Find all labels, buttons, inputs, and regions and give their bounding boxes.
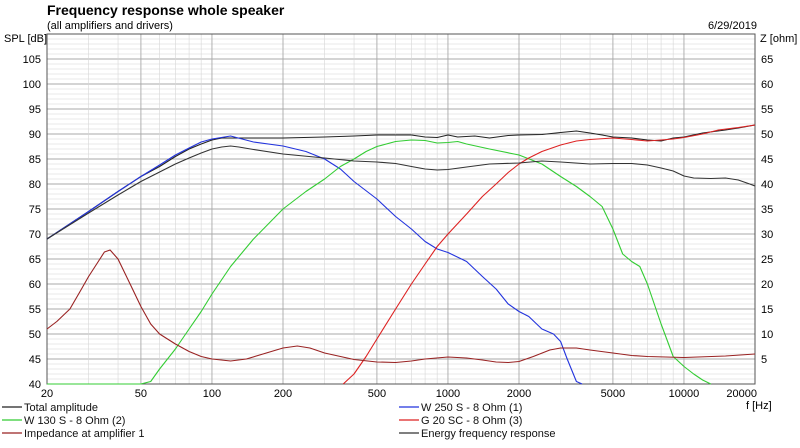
y-left-tick-label: 40: [29, 379, 41, 391]
series-line-2: [46, 135, 583, 385]
y-left-tick-label: 70: [29, 229, 41, 241]
y-right-tick-label: 60: [761, 79, 773, 91]
y-left-tick-label: 100: [23, 79, 41, 91]
x-tick-label: 50: [135, 388, 147, 400]
series-line-6: [46, 145, 756, 240]
y-left-tick-label: 65: [29, 254, 41, 266]
y-left-tick-label: 50: [29, 329, 41, 341]
legend-label: Impedance at amplifier 1: [24, 428, 144, 440]
x-tick-label: 1000: [436, 388, 460, 400]
y-right-tick-label: 35: [761, 204, 773, 216]
x-tick-label: 500: [368, 388, 386, 400]
y-right-tick-label: 30: [761, 229, 773, 241]
series-line-5: [46, 249, 756, 364]
legend-label: G 20 SC - 8 Ohm (3): [421, 415, 522, 427]
x-tick-label: 100: [203, 388, 221, 400]
plot-frame: [46, 33, 756, 385]
y-right-tick-label: 50: [761, 129, 773, 141]
y-left-tick-label: 105: [23, 54, 41, 66]
legend-label: W 250 S - 8 Ohm (1): [421, 402, 522, 414]
series-line-3: [47, 139, 712, 385]
legend-label: Total amplitude: [24, 402, 98, 414]
y-right-tick-label: 15: [761, 304, 773, 316]
y-right-tick-label: 45: [761, 154, 773, 166]
y-left-tick-label: 55: [29, 304, 41, 316]
y-left-tick-label: 60: [29, 279, 41, 291]
x-axis-label: f [Hz]: [746, 400, 772, 412]
x-tick-label: 5000: [601, 388, 625, 400]
x-tick-label: 2000: [507, 388, 531, 400]
y-right-tick-label: 55: [761, 104, 773, 116]
y-left-tick-label: 45: [29, 354, 41, 366]
series-line-4: [342, 124, 756, 385]
x-tick-label: 10000: [669, 388, 700, 400]
y-right-tick-label: 65: [761, 54, 773, 66]
y-right-axis-label: Z [ohm]: [760, 33, 797, 45]
chart-date: 6/29/2019: [708, 20, 757, 32]
y-left-tick-label: 95: [29, 104, 41, 116]
y-left-tick-label: 75: [29, 204, 41, 216]
series-lines: [46, 124, 756, 385]
y-right-tick-label: 10: [761, 329, 773, 341]
y-right-tick-label: 25: [761, 254, 773, 266]
legend: Total amplitude W 250 S - 8 Ohm (1) W 130 …: [2, 402, 556, 440]
y-right-tick-label: 20: [761, 279, 773, 291]
y-left-tick-label: 80: [29, 179, 41, 191]
x-tick-label: 200: [274, 388, 292, 400]
chart-subtitle: (all amplifiers and drivers): [47, 20, 173, 32]
x-tick-label: 20000: [726, 388, 757, 400]
legend-label: W 130 S - 8 Ohm (2): [24, 415, 125, 427]
legend-label: Energy frequency response: [421, 428, 556, 440]
y-left-tick-label: 85: [29, 154, 41, 166]
chart-title: Frequency response whole speaker: [47, 2, 285, 18]
y-right-tick-label: 5: [761, 354, 767, 366]
axes: 40 45 50 55 60 65 70 75 80 85 90 95 100 105 5 10 15 20 25 3…: [23, 33, 773, 400]
y-right-tick-label: 40: [761, 179, 773, 191]
y-left-tick-label: 90: [29, 129, 41, 141]
y-left-axis-label: SPL [dB]: [4, 33, 47, 45]
x-tick-label: 20: [41, 388, 53, 400]
